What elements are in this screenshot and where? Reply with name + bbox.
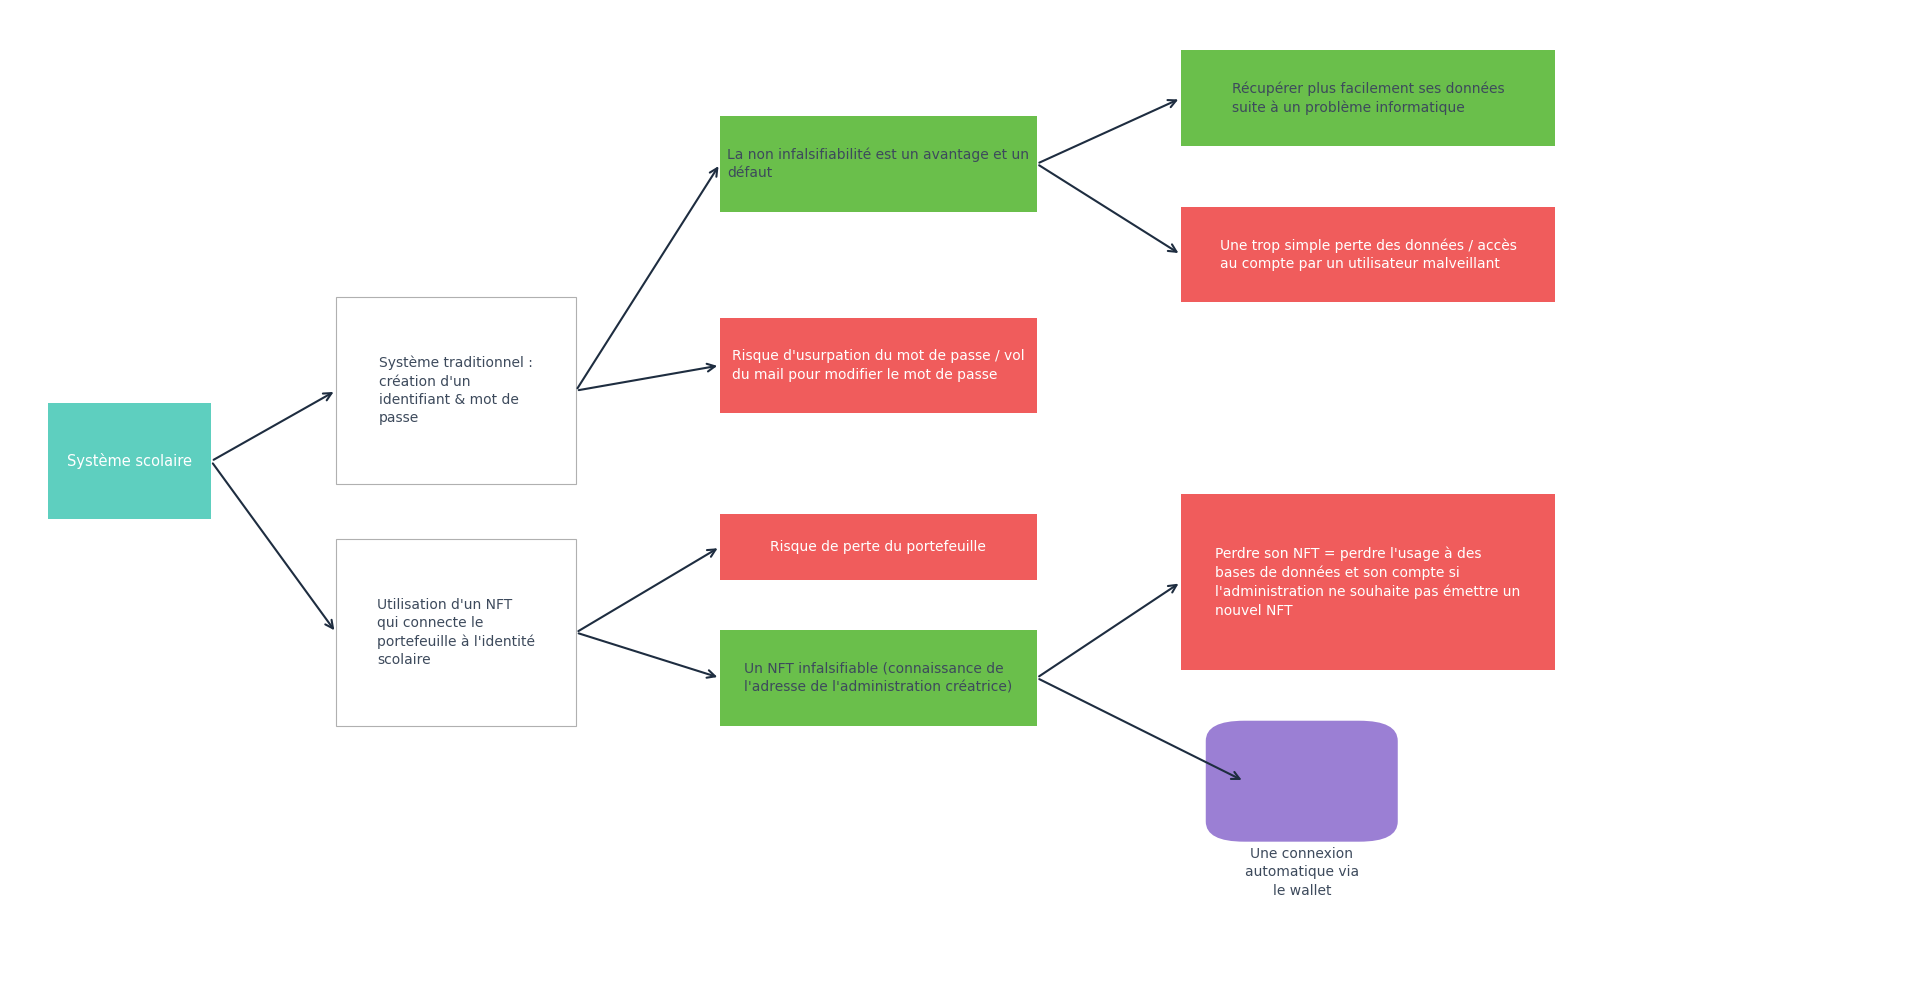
Text: Une connexion
automatique via
le wallet: Une connexion automatique via le wallet [1244, 847, 1359, 897]
FancyBboxPatch shape [720, 318, 1037, 413]
FancyBboxPatch shape [720, 514, 1037, 580]
Text: Système scolaire: Système scolaire [67, 454, 192, 469]
Text: Un NFT infalsifiable (connaissance de
l'adresse de l'administration créatrice): Un NFT infalsifiable (connaissance de l'… [745, 661, 1012, 695]
FancyBboxPatch shape [336, 539, 576, 726]
Text: Risque de perte du portefeuille: Risque de perte du portefeuille [770, 540, 987, 553]
FancyBboxPatch shape [48, 403, 211, 519]
FancyBboxPatch shape [1206, 721, 1398, 842]
Text: Utilisation d'un NFT
qui connecte le
portefeuille à l'identité
scolaire: Utilisation d'un NFT qui connecte le por… [376, 598, 536, 667]
Text: Système traditionnel :
création d'un
identifiant & mot de
passe: Système traditionnel : création d'un ide… [378, 356, 534, 425]
FancyBboxPatch shape [720, 630, 1037, 726]
Text: Perdre son NFT = perdre l'usage à des
bases de données et son compte si
l'admini: Perdre son NFT = perdre l'usage à des ba… [1215, 546, 1521, 618]
FancyBboxPatch shape [720, 116, 1037, 212]
Text: La non infalsifiabilité est un avantage et un
défaut: La non infalsifiabilité est un avantage … [728, 147, 1029, 180]
FancyBboxPatch shape [1181, 207, 1555, 302]
Text: Une trop simple perte des données / accès
au compte par un utilisateur malveilla: Une trop simple perte des données / accè… [1219, 238, 1517, 271]
Text: Récupérer plus facilement ses données
suite à un problème informatique: Récupérer plus facilement ses données su… [1233, 82, 1503, 115]
Text: Risque d'usurpation du mot de passe / vol
du mail pour modifier le mot de passe: Risque d'usurpation du mot de passe / vo… [732, 349, 1025, 382]
FancyBboxPatch shape [1181, 494, 1555, 670]
FancyBboxPatch shape [336, 297, 576, 484]
FancyBboxPatch shape [1181, 50, 1555, 146]
